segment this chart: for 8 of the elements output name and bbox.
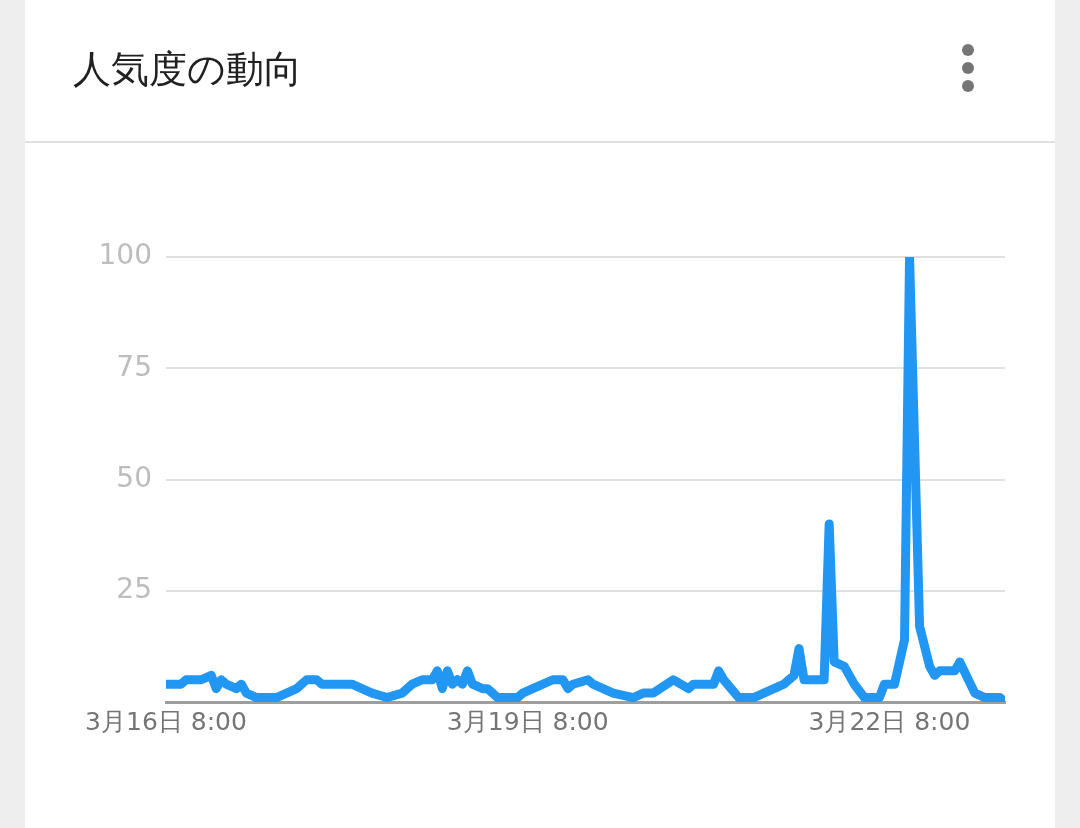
y-tick-label: 100 bbox=[98, 238, 152, 272]
y-tick-label: 25 bbox=[116, 572, 152, 606]
y-tick-label: 50 bbox=[116, 460, 152, 494]
x-tick-label: 3月22日 8:00 bbox=[808, 706, 971, 736]
chart-title: 人気度の動向 bbox=[73, 46, 302, 93]
x-tick-label: 3月19日 8:00 bbox=[446, 706, 609, 736]
y-tick-label: 75 bbox=[116, 349, 152, 383]
x-tick-label: 3月16日 8:00 bbox=[85, 706, 247, 736]
